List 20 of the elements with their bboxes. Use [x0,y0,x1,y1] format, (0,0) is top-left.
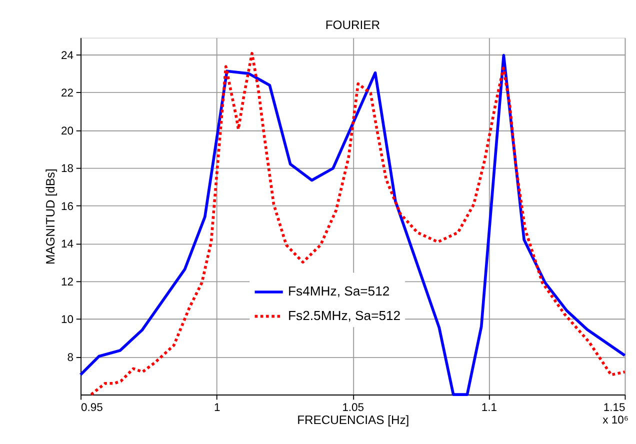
y-tick-label: 14 [61,238,74,251]
y-tick-label: 12 [61,276,74,288]
x-axis-title: FRECUENCIAS [Hz] [297,413,410,428]
legend-label: Fs2.5MHz, Sa=512 [288,308,401,324]
text: x 10⁶ [602,414,629,427]
y-tick-label: 20 [61,125,74,138]
x-tick-label: 0.95 [81,402,103,414]
x-tick-label: 1.05 [342,402,364,414]
chart-title: FOURIER [325,18,380,32]
y-tick-label: 8 [67,352,74,364]
x-tick-label: 1 [214,402,220,414]
y-tick-label: 16 [61,200,74,213]
y-axis-title: MAGNITUD [dBs] [43,168,58,265]
y-tick-label: 24 [61,50,74,62]
y-tick-label: 18 [61,163,74,176]
legend-label: Fs4MHz, Sa=512 [288,284,390,299]
x-tick-label: 1.15 [603,402,626,414]
y-tick-label: 22 [61,88,74,100]
x-tick-label: 1.1 [481,402,497,414]
y-tick-label: 10 [61,314,74,326]
